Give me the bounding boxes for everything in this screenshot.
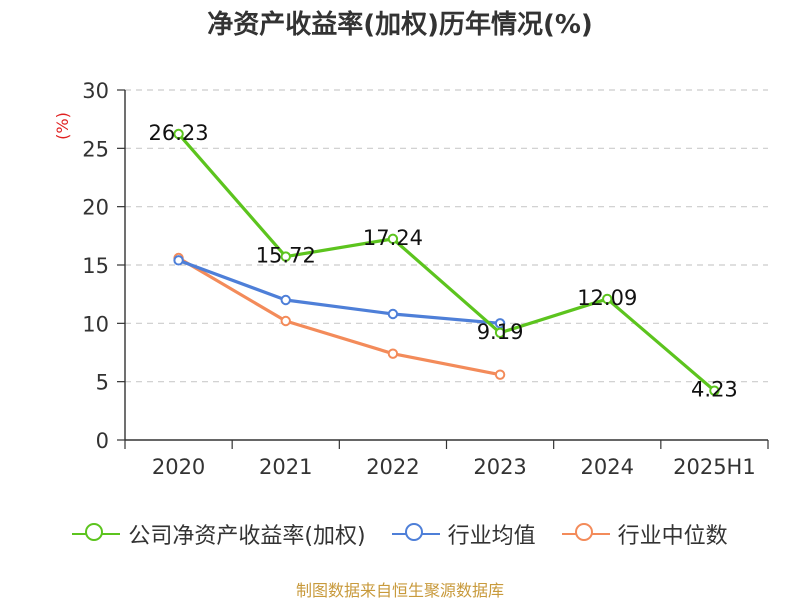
- data-labels: 26.23 15.72 17.24 9.19 12.09 4.23: [149, 121, 738, 402]
- legend-swatch-icon: [561, 523, 610, 545]
- series-line: [178, 258, 501, 325]
- y-axis-label: (%): [53, 112, 72, 140]
- legend-swatch-icon: [72, 523, 121, 545]
- data-point: [387, 233, 399, 245]
- legend-item: 行业中位数: [561, 518, 728, 550]
- legend-label: 公司净资产收益率(加权): [128, 524, 366, 549]
- data-point: [494, 318, 506, 329]
- legend-item: 公司净资产收益率(加权): [72, 518, 366, 550]
- y-tick-label: 30: [82, 79, 109, 103]
- data-label: 15.72: [256, 244, 316, 268]
- data-label: 4.23: [691, 378, 738, 402]
- data-point: [173, 128, 184, 140]
- legend: 公司净资产收益率(加权) 行业均值 行业中位数: [0, 518, 800, 550]
- data-point: [280, 251, 291, 262]
- data-label: 12.09: [577, 286, 637, 310]
- series: [173, 128, 720, 396]
- data-label: 9.19: [477, 320, 524, 344]
- x-tick-label: 2022: [366, 455, 419, 479]
- data-label: 26.23: [149, 121, 209, 145]
- data-point: [387, 348, 399, 359]
- x-tick-label: 2023: [473, 455, 526, 479]
- axes: 0 5 10 15 20 25 30 2020 2021 2022 2023 2024 2025H1: [82, 79, 769, 479]
- y-tick-label: 25: [82, 137, 109, 161]
- series-line: [177, 256, 501, 377]
- series-line: [177, 132, 716, 392]
- y-tick-label: 20: [82, 196, 109, 220]
- x-tick-label: 2020: [152, 455, 205, 479]
- y-tick-label: 0: [96, 429, 109, 453]
- data-point: [709, 385, 720, 396]
- data-point: [494, 327, 506, 338]
- data-point: [387, 308, 399, 320]
- legend-label: 行业中位数: [617, 524, 728, 549]
- x-tick-label: 2025H1: [673, 455, 756, 479]
- y-tick-label: 15: [82, 254, 109, 278]
- chart-title: 净资产收益率(加权)历年情况(%): [207, 10, 593, 40]
- x-tick-label: 2021: [259, 455, 312, 479]
- x-tick-label: 2024: [581, 455, 634, 479]
- legend-swatch-icon: [391, 523, 440, 545]
- grid-lines: [125, 89, 768, 383]
- data-label: 17.24: [363, 226, 423, 250]
- y-tick-label: 5: [96, 371, 109, 395]
- legend-item: 行业均值: [391, 518, 536, 550]
- legend-label: 行业均值: [447, 524, 536, 549]
- y-tick-label: 10: [82, 312, 109, 336]
- data-point: [602, 293, 613, 305]
- data-point: [494, 369, 506, 380]
- data-point: [173, 255, 184, 266]
- data-point: [280, 315, 291, 327]
- source-note: 制图数据来自恒生聚源数据库: [295, 581, 504, 600]
- data-point: [280, 294, 291, 306]
